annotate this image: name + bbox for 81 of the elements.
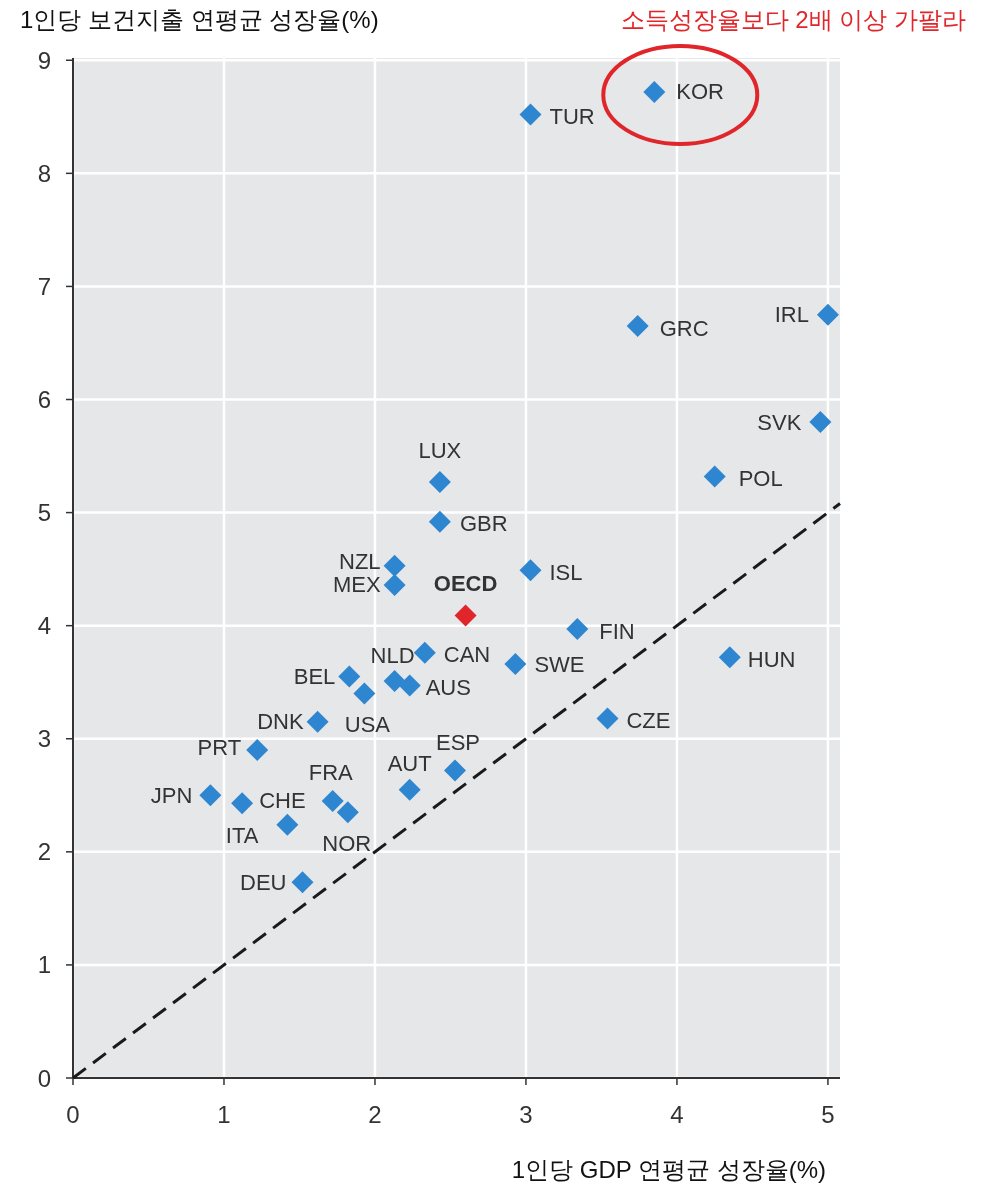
y-tick-label: 9 [37,46,51,74]
point [398,674,421,697]
annotation: NLD [370,642,415,668]
y-tick-label: 8 [37,159,51,187]
annotation: ESP [435,729,481,755]
annotation: CZE [626,707,671,733]
point [398,778,421,801]
annotation: TUR [549,104,595,130]
point [428,471,451,494]
annotation: HUN [747,646,796,672]
point [519,559,542,582]
annotation: OECD [433,570,498,596]
annotation: FIN [599,618,635,644]
text: 소득성장율보다 2배 이상 가팔라 [620,6,966,33]
x-axis-title: 1인당 GDP 연평균 성장율(%) [511,1156,826,1183]
annotation: PRT [197,734,242,760]
annotation: ITA [225,822,259,848]
annotation: BEL [293,664,336,690]
annotation: DNK [257,709,304,735]
point [809,411,832,434]
annotation: SWE [534,651,585,677]
annotation: IRL [774,302,809,328]
point [383,670,406,693]
y-tick-label: 0 [37,1064,51,1092]
y-tick-label: 2 [37,838,51,866]
annotation: MEX [332,572,381,598]
y-tick-label: 1 [37,951,51,979]
y-tick-label: 4 [37,612,51,640]
annotation: DEU [240,869,287,895]
annotation: LUX [418,437,462,463]
y-tick-label: 7 [37,272,51,300]
point [443,759,466,782]
point [383,573,406,596]
point [336,801,359,824]
point [566,618,589,641]
point [718,646,741,669]
annotation: USA [344,712,391,738]
x-tick-label: 0 [66,1101,80,1128]
point [703,465,726,488]
annotation: NOR [322,830,372,856]
annotation: GBR [459,511,508,537]
annotation: SVK [757,409,802,435]
y-tick-label: 5 [37,499,51,527]
x-tick-label: 5 [821,1101,835,1128]
point [454,604,477,627]
point [353,682,376,705]
annotation: GRC [659,315,709,341]
point [291,871,314,894]
annotation: POL [738,465,783,491]
point [321,789,344,812]
annotation: FRA [308,760,354,786]
annotation: NZL [339,549,381,575]
point [199,784,222,807]
point [596,707,619,730]
point [816,303,839,326]
annotation: CHE [259,788,306,814]
point [519,103,542,126]
point [626,315,649,337]
point [246,739,269,762]
point [276,813,299,836]
point [306,710,329,733]
y-axis-title: 1인당 보건지출 연평균 성장율(%) [20,6,379,33]
point [413,641,436,664]
annotation: KOR [676,79,724,105]
x-tick-label: 1 [217,1101,231,1128]
y-tick-label: 6 [37,386,51,414]
annotation: AUS [425,675,471,701]
point [643,80,666,103]
x-tick-label: 3 [519,1101,533,1128]
point [428,510,451,533]
point [231,792,254,815]
annotation: ISL [549,559,583,585]
x-tick-label: 4 [670,1101,684,1128]
point [504,653,527,676]
annotation: CAN [443,642,491,668]
point [338,665,361,688]
y-tick-label: 3 [37,725,51,753]
point [383,554,406,577]
annotation: JPN [150,782,193,808]
x-tick-label: 2 [368,1101,382,1128]
annotation: AUT [387,751,432,777]
